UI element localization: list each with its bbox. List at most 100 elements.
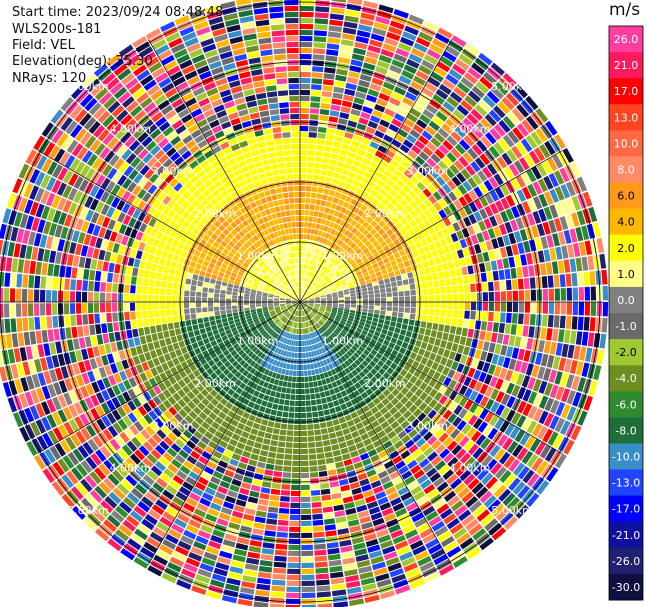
velocity-cell [70,486,84,501]
velocity-cell [502,234,511,246]
velocity-cell [193,508,206,518]
velocity-cell [300,454,309,461]
velocity-cell [313,211,319,217]
velocity-cell [90,335,98,347]
velocity-cell [403,410,412,419]
velocity-cell [281,417,288,424]
velocity-cell [536,302,543,314]
velocity-cell [301,484,310,491]
velocity-cell [195,263,202,270]
velocity-cell [379,314,385,320]
velocity-cell [438,464,450,476]
velocity-cell [202,492,214,502]
velocity-cell [581,225,590,240]
velocity-cell [341,100,353,108]
velocity-cell [12,178,23,194]
velocity-cell [318,211,324,218]
velocity-cell [316,585,331,592]
velocity-cell [414,550,429,561]
velocity-cell [370,368,378,376]
velocity-cell [395,257,403,264]
velocity-cell [297,304,300,310]
velocity-cell [286,363,291,370]
velocity-cell [183,563,198,573]
velocity-cell [385,193,394,202]
velocity-cell [161,572,177,584]
velocity-cell [138,417,149,428]
velocity-cell [386,306,392,312]
velocity-cell [448,68,463,81]
velocity-cell [321,317,326,323]
velocity-cell [404,296,411,302]
velocity-cell [63,392,73,406]
velocity-cell [95,504,110,518]
velocity-cell [114,529,129,542]
velocity-cell [263,394,270,401]
velocity-cell [352,160,362,168]
velocity-cell [503,473,517,487]
velocity-cell [485,398,495,411]
velocity-cell [203,282,209,288]
velocity-cell [336,225,343,232]
velocity-cell [272,573,286,580]
velocity-cell [258,316,265,320]
velocity-cell [269,351,275,358]
velocity-cell [313,247,318,254]
velocity-cell [278,322,283,327]
velocity-cell [436,230,445,239]
velocity-cell [404,475,416,486]
velocity-cell [400,387,409,396]
velocity-cell [433,498,446,510]
velocity-cell [22,274,29,288]
velocity-cell [370,273,376,279]
velocity-cell [333,346,340,352]
velocity-cell [238,531,251,539]
velocity-cell [309,300,315,302]
velocity-cell [214,289,220,294]
velocity-cell [408,14,424,25]
velocity-cell [486,271,493,282]
velocity-cell [212,450,223,459]
velocity-cell [480,437,491,450]
velocity-cell [408,53,423,64]
velocity-cell [354,282,360,287]
velocity-cell [400,377,409,386]
velocity-cell [300,418,307,425]
velocity-cell [28,275,35,288]
velocity-cell [295,400,300,407]
velocity-cell [177,389,186,398]
velocity-cell [148,279,155,287]
velocity-cell [256,461,266,469]
velocity-cell [380,435,390,444]
velocity-cell [83,325,90,337]
velocity-cell [348,315,355,320]
velocity-cell [348,249,355,256]
velocity-cell [420,275,427,283]
velocity-cell [221,420,230,429]
velocity-cell [456,104,469,117]
velocity-cell [305,264,308,270]
velocity-cell [327,195,334,202]
velocity-cell [85,209,94,222]
velocity-cell [471,85,485,99]
velocity-cell [332,419,340,426]
velocity-cell [246,330,253,336]
velocity-cell [353,342,360,349]
velocity-cell [370,555,385,565]
velocity-cell [237,327,244,333]
velocity-cell [460,99,473,112]
velocity-cell [291,309,295,314]
velocity-cell [519,432,531,446]
velocity-cell [390,197,399,206]
velocity-cell [365,443,375,452]
velocity-cell [425,125,437,136]
velocity-cell [279,329,284,335]
velocity-cell [367,194,375,203]
velocity-cell [274,306,280,309]
velocity-cell [312,60,324,67]
velocity-cell [403,496,416,507]
velocity-cell [274,549,287,556]
velocity-cell [356,339,363,346]
velocity-cell [452,310,458,318]
velocity-cell [360,342,368,349]
